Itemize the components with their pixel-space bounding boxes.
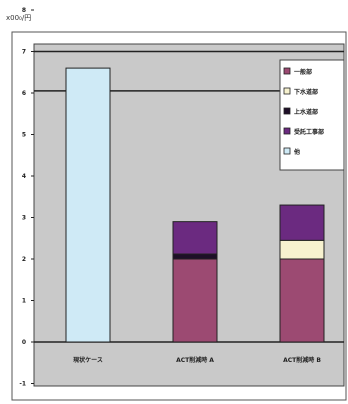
x-tick-label: 現状ケース <box>73 356 103 364</box>
x-tick-label: ACT削減時 A <box>176 356 214 364</box>
y-tick-label: 3 <box>22 215 26 222</box>
bar-segment <box>279 239 325 260</box>
y-tick-label: 1 <box>22 298 26 305</box>
bar-segment <box>65 67 111 343</box>
legend-swatch <box>283 87 291 95</box>
y-tick-label: 0 <box>22 339 26 346</box>
legend-swatch <box>283 107 291 115</box>
y-tick-label: 7 <box>22 49 26 56</box>
legend-swatch <box>283 127 291 135</box>
legend-swatch <box>283 147 291 155</box>
legend-label: 受託工事部 <box>294 128 324 136</box>
bar-segment <box>172 258 218 343</box>
legend-swatch <box>283 67 291 75</box>
legend-label: 一般部 <box>294 68 312 76</box>
bar-segment <box>279 258 325 343</box>
bar-segment <box>279 204 325 241</box>
y-tick-label: 2 <box>22 256 26 263</box>
y-tick-label: 5 <box>22 132 26 139</box>
y-tick-label: 8 <box>22 7 26 14</box>
bar-segment <box>172 221 218 255</box>
legend-label: 他 <box>293 148 300 156</box>
legend-label: 上水道部 <box>294 108 318 116</box>
y-tick-label: 6 <box>22 90 26 97</box>
y-tick-label: 4 <box>22 173 26 180</box>
x-tick-label: ACT削減時 B <box>283 356 321 364</box>
y-tick-label: -1 <box>19 381 26 388</box>
legend-label: 下水道部 <box>294 88 318 96</box>
bar-segment <box>172 253 218 260</box>
legend-box <box>279 59 345 171</box>
unit-label: x00₀/円 <box>6 14 31 22</box>
